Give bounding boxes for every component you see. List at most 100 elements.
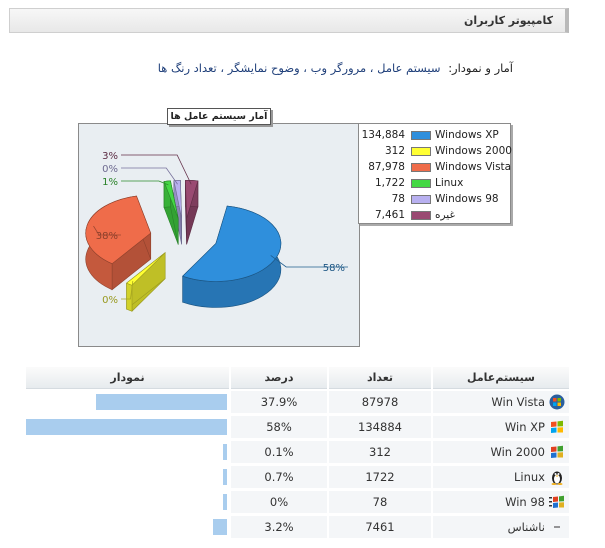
pie-leader-line xyxy=(121,154,192,185)
cell-count: 78 xyxy=(329,491,431,513)
cell-count: 7461 xyxy=(329,516,431,538)
cell-count: 134884 xyxy=(329,416,431,438)
unknown-dash-icon xyxy=(549,519,565,535)
pie-slice-windows-98 xyxy=(173,180,182,245)
percent-bar xyxy=(96,394,227,410)
os-name: Win 2000 xyxy=(490,445,545,459)
pie-label: 0% xyxy=(102,295,118,306)
section-title: کامپیوتر کاربران xyxy=(463,14,553,27)
percent-bar xyxy=(223,494,227,510)
cell-chart xyxy=(26,466,229,488)
percent-bar xyxy=(223,469,227,485)
pie-slice-windows-2000 xyxy=(125,251,166,312)
cell-os: Win 2000 xyxy=(433,441,569,463)
cell-chart xyxy=(26,491,229,513)
table-row: Win 98 78 0% xyxy=(26,491,569,513)
cell-os: Win Vista xyxy=(433,391,569,413)
os-name: Win 98 xyxy=(505,495,545,509)
os-name: Win XP xyxy=(504,420,545,434)
legend-swatch xyxy=(411,211,431,220)
pie-leader-line xyxy=(93,225,121,236)
cell-os: Win 98 xyxy=(433,491,569,513)
pie-leader-line xyxy=(121,167,178,185)
legend-value: 78 xyxy=(391,193,405,205)
pie-label: 58% xyxy=(323,263,345,274)
cell-percent: 37.9% xyxy=(231,391,327,413)
percent-bar xyxy=(26,419,227,435)
legend-swatch xyxy=(411,131,431,140)
legend-swatch xyxy=(411,179,431,188)
table-row: Win XP 134884 58% xyxy=(26,416,569,438)
os-name: Win Vista xyxy=(491,395,545,409)
legend-value: 134,884 xyxy=(361,129,405,141)
table-row: Win Vista 87978 37.9% xyxy=(26,391,569,413)
pie-slice-windows-vista xyxy=(85,195,152,291)
legend-value: 87,978 xyxy=(368,161,405,173)
pie-chart: 58% 0% 38% 1% 0% 3% xyxy=(85,151,348,312)
cell-count: 1722 xyxy=(329,466,431,488)
header-os: سیستم‌عامل xyxy=(433,367,569,389)
header-chart: نمودار xyxy=(26,367,229,389)
cell-os: Win XP xyxy=(433,416,569,438)
table-row: ناشناس 7461 3.2% xyxy=(26,516,569,538)
legend-swatch xyxy=(411,163,431,172)
header-count: تعداد xyxy=(329,367,431,389)
pie-label: 3% xyxy=(102,151,118,162)
stats-links[interactable]: سیستم عامل ، مرورگر وب ، وضوح نمایشگر ، … xyxy=(157,61,441,75)
legend-value: 1,722 xyxy=(374,177,405,189)
cell-percent: 0.1% xyxy=(231,441,327,463)
pie-leader-line xyxy=(121,180,169,186)
pie-leader-line xyxy=(270,255,348,268)
legend-item: 78 Windows 98 xyxy=(359,192,512,207)
chart-title: آمار سیستم عامل ها xyxy=(167,108,271,125)
percent-bar xyxy=(213,519,227,535)
legend-label: Windows 2000 xyxy=(435,145,512,157)
os-name: Linux xyxy=(514,470,545,484)
cell-percent: 0% xyxy=(231,491,327,513)
pie-slice-linux xyxy=(163,180,179,245)
windows-2000-icon xyxy=(549,444,565,460)
cell-chart xyxy=(26,391,229,413)
cell-count: 312 xyxy=(329,441,431,463)
legend-item: 312 Windows 2000 xyxy=(359,144,512,159)
legend-label: Windows Vista xyxy=(435,161,512,173)
linux-penguin-icon xyxy=(549,469,565,485)
legend-swatch xyxy=(411,195,431,204)
percent-bar xyxy=(223,444,227,460)
legend-item: 134,884 Windows XP xyxy=(359,128,512,143)
cell-os: Linux xyxy=(433,466,569,488)
cell-percent: 58% xyxy=(231,416,327,438)
table-header: سیستم‌عامل تعداد درصد نمودار xyxy=(26,367,569,389)
header-percent: درصد xyxy=(231,367,327,389)
section-header: کامپیوتر کاربران xyxy=(9,8,569,33)
cell-chart xyxy=(26,516,229,538)
cell-chart xyxy=(26,441,229,463)
cell-percent: 3.2% xyxy=(231,516,327,538)
legend-label: Windows 98 xyxy=(435,193,499,205)
pie-label: 1% xyxy=(102,177,118,188)
pie-slice-windows-xp xyxy=(182,205,282,308)
cell-chart xyxy=(26,416,229,438)
stats-label: آمار و نمودار: xyxy=(448,61,513,75)
stats-nav: آمار و نمودار: سیستم عامل ، مرورگر وب ، … xyxy=(158,61,513,75)
legend-label: Windows XP xyxy=(435,129,499,141)
legend-label: غیره xyxy=(435,209,455,221)
table-row: Linux 1722 0.7% xyxy=(26,466,569,488)
windows-xp-icon xyxy=(549,419,565,435)
legend-item: 87,978 Windows Vista xyxy=(359,160,512,175)
legend-value: 7,461 xyxy=(374,209,405,221)
table-row: Win 2000 312 0.1% xyxy=(26,441,569,463)
legend-item: 1,722 Linux xyxy=(359,176,512,191)
cell-count: 87978 xyxy=(329,391,431,413)
os-name: ناشناس xyxy=(507,520,545,534)
cell-percent: 0.7% xyxy=(231,466,327,488)
legend-label: Linux xyxy=(435,177,464,189)
pie-label: 38% xyxy=(96,231,118,242)
pie-leader-line xyxy=(121,281,134,300)
legend-swatch xyxy=(411,147,431,156)
chart-legend: 134,884 Windows XP 312 Windows 2000 87,978 Wi… xyxy=(358,123,512,224)
cell-os: ناشناس xyxy=(433,516,569,538)
windows-vista-icon xyxy=(549,394,565,410)
windows-98-icon xyxy=(549,494,565,510)
legend-value: 312 xyxy=(384,145,405,157)
